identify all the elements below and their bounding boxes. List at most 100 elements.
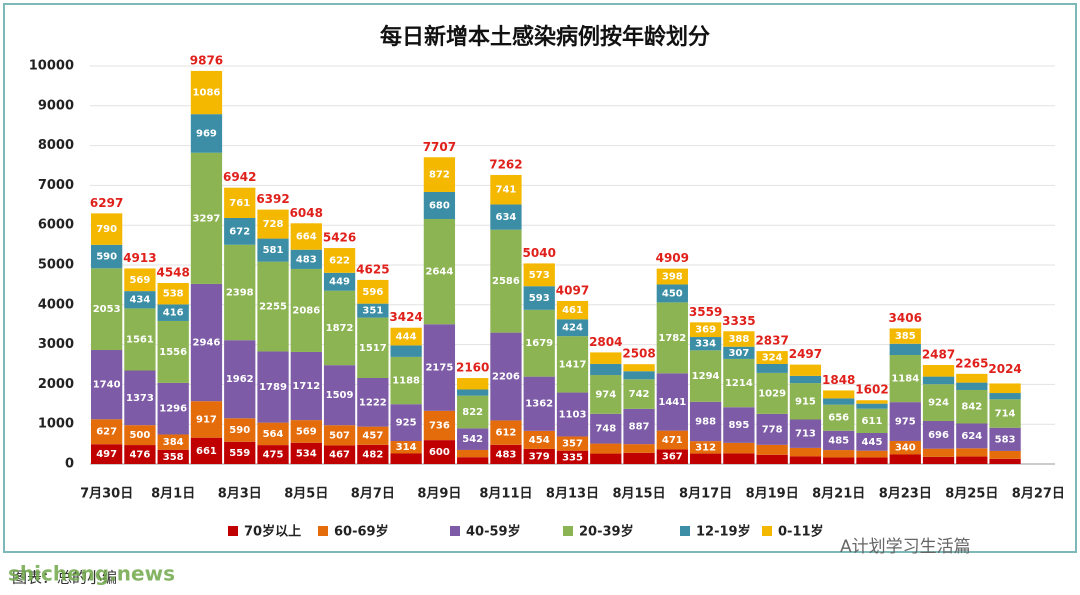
segment-label: 975 bbox=[895, 417, 916, 428]
bar-segment bbox=[922, 448, 955, 457]
bar-segment bbox=[723, 331, 755, 347]
bar-segment bbox=[556, 450, 589, 464]
bar-segment bbox=[323, 290, 356, 366]
segment-label: 590 bbox=[96, 252, 117, 263]
total-label: 3424 bbox=[389, 310, 422, 324]
segment-label: 634 bbox=[496, 212, 517, 223]
segment-label: 842 bbox=[961, 402, 982, 413]
bar-segment bbox=[124, 308, 156, 371]
bar-segment bbox=[689, 453, 722, 464]
segment-label: 398 bbox=[662, 272, 683, 283]
bar-segment bbox=[457, 389, 489, 396]
bar-segment bbox=[357, 426, 389, 445]
bar-segment bbox=[789, 364, 822, 376]
segment-label: 742 bbox=[629, 389, 650, 400]
bar-segment bbox=[157, 282, 189, 305]
bar-segment bbox=[756, 444, 788, 455]
bar-segment bbox=[257, 209, 289, 239]
y-tick-label: 0 bbox=[65, 457, 74, 472]
segment-label: 2398 bbox=[226, 287, 254, 298]
segment-label: 1294 bbox=[692, 371, 720, 382]
legend-label: 12-19岁 bbox=[696, 524, 751, 540]
segment-label: 569 bbox=[129, 275, 150, 286]
segment-label: 1214 bbox=[725, 378, 753, 389]
bar-segment bbox=[989, 383, 1021, 394]
segment-label: 357 bbox=[562, 439, 583, 450]
bar-segment bbox=[556, 436, 589, 451]
bar-segment bbox=[124, 291, 156, 309]
bar-segment bbox=[856, 400, 888, 404]
segment-label: 3297 bbox=[193, 213, 221, 224]
segment-label: 1373 bbox=[126, 393, 154, 404]
bar-segment bbox=[723, 358, 755, 408]
watermark: A计划学习生活篇 bbox=[840, 537, 971, 557]
segment-label: 334 bbox=[695, 339, 716, 350]
y-tick-label: 3000 bbox=[38, 337, 74, 352]
bar-segment bbox=[90, 419, 123, 445]
bar-segment bbox=[922, 365, 955, 377]
bar-segment bbox=[190, 152, 223, 284]
segment-label: 917 bbox=[196, 414, 217, 425]
segment-label: 340 bbox=[895, 443, 916, 454]
segment-label: 1962 bbox=[226, 374, 254, 385]
segment-label: 2946 bbox=[193, 338, 221, 349]
bar-segment bbox=[889, 343, 921, 356]
bar-segment bbox=[922, 420, 955, 449]
segment-label: 895 bbox=[728, 420, 749, 431]
bar-segment bbox=[689, 401, 722, 442]
bar-segment bbox=[623, 452, 655, 464]
legend-label: 60-69岁 bbox=[334, 524, 389, 540]
bar-segment bbox=[590, 453, 622, 464]
segment-label: 1712 bbox=[292, 381, 320, 392]
total-label: 4625 bbox=[356, 262, 389, 276]
segment-label: 471 bbox=[662, 435, 683, 446]
segment-label: 538 bbox=[163, 289, 184, 300]
bar-segment bbox=[823, 457, 855, 464]
x-tick-label: 8月27日 bbox=[1012, 487, 1065, 502]
bar-segment bbox=[423, 324, 456, 411]
legend-label: 0-11岁 bbox=[778, 524, 824, 540]
bar-segment bbox=[756, 363, 788, 373]
bar-segment bbox=[490, 444, 522, 464]
segment-label: 454 bbox=[529, 435, 550, 446]
segment-label: 741 bbox=[496, 185, 517, 196]
bar-segment bbox=[457, 378, 489, 390]
bar-segment bbox=[490, 229, 522, 333]
segment-label: 988 bbox=[695, 416, 716, 427]
x-tick-label: 8月13日 bbox=[546, 487, 599, 502]
bar-segment bbox=[823, 390, 855, 399]
bar-segment bbox=[257, 445, 289, 464]
segment-label: 367 bbox=[662, 452, 683, 463]
bar-segment bbox=[457, 457, 489, 464]
bar-segment bbox=[523, 430, 555, 449]
x-tick-label: 7月30日 bbox=[80, 487, 133, 502]
bar-segment bbox=[956, 448, 988, 457]
bar-segment bbox=[390, 453, 422, 464]
x-tick-label: 8月23日 bbox=[879, 487, 932, 502]
bar-segment bbox=[423, 157, 456, 192]
bar-segment bbox=[90, 268, 123, 351]
bar-segment bbox=[390, 356, 422, 405]
x-tick-label: 8月1日 bbox=[151, 487, 195, 502]
total-label: 2265 bbox=[955, 356, 988, 370]
segment-label: 581 bbox=[263, 245, 284, 256]
bar-segment bbox=[922, 376, 955, 385]
total-label: 3335 bbox=[722, 314, 755, 328]
segment-label: 872 bbox=[429, 170, 450, 181]
bar-segment bbox=[956, 382, 988, 390]
bar-segment bbox=[956, 456, 988, 464]
bar-segment bbox=[856, 450, 888, 458]
bar-segment bbox=[856, 408, 888, 433]
bar-segment bbox=[290, 223, 322, 250]
segment-label: 542 bbox=[462, 434, 483, 445]
bar-segment bbox=[390, 345, 422, 357]
segment-label: 483 bbox=[496, 449, 517, 460]
bar-segment bbox=[357, 279, 389, 304]
bar-segment bbox=[789, 419, 822, 448]
bar-segment bbox=[90, 244, 123, 269]
bar-segment bbox=[357, 303, 389, 318]
segment-label: 925 bbox=[396, 418, 417, 429]
bar-segment bbox=[423, 219, 456, 325]
y-tick-label: 10000 bbox=[29, 59, 74, 74]
bar-segment bbox=[290, 268, 322, 352]
